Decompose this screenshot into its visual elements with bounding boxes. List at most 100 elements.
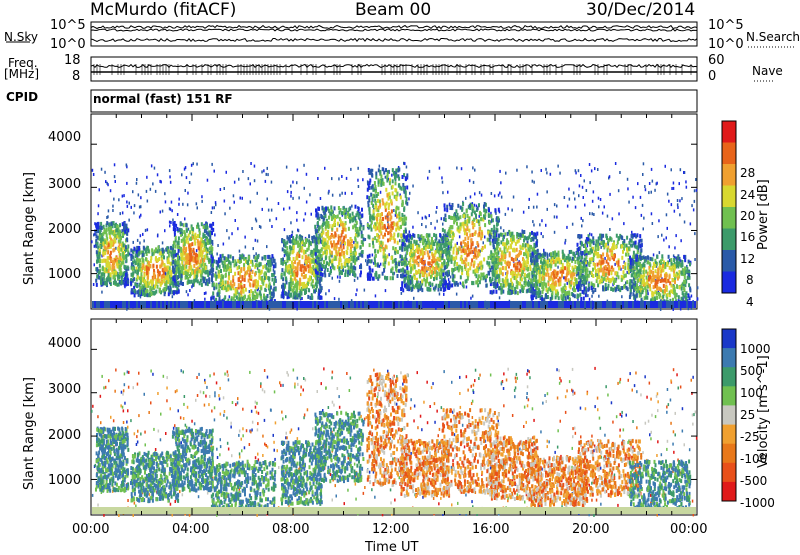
echo-pixel (354, 247, 356, 251)
echo-pixel (536, 206, 538, 209)
echo-pixel (445, 281, 447, 285)
echo-pixel (220, 188, 222, 191)
echo-pixel (95, 279, 97, 283)
echo-pixel (308, 256, 310, 260)
echo-pixel (412, 226, 414, 229)
echo-pixel (301, 273, 303, 277)
echo-pixel (205, 270, 207, 274)
echo-pixel (472, 295, 474, 298)
echo-pixel (285, 250, 287, 254)
echo-pixel (405, 254, 407, 258)
echo-pixel (267, 276, 269, 280)
echo-pixel (301, 237, 303, 241)
echo-pixel (452, 235, 454, 239)
echo-pixel (532, 180, 534, 183)
echo-pixel (311, 236, 313, 240)
echo-pixel (429, 288, 431, 292)
echo-pixel (224, 200, 226, 203)
echo-pixel (546, 171, 548, 174)
echo-pixel (476, 219, 478, 223)
echo-pixel (469, 179, 471, 182)
echo-pixel (681, 197, 683, 200)
echo-pixel (278, 202, 280, 205)
echo-pixel (385, 216, 387, 220)
echo-pixel (355, 238, 357, 242)
echo-pixel (375, 273, 377, 277)
echo-pixel (466, 243, 468, 247)
echo-pixel (460, 282, 462, 285)
echo-pixel (201, 222, 203, 226)
echo-pixel (240, 268, 242, 272)
echo-pixel (181, 261, 183, 265)
echo-pixel (397, 192, 399, 196)
echo-pixel (316, 233, 318, 237)
echo-pixel (210, 297, 212, 301)
echo-pixel (434, 286, 436, 290)
echo-pixel (537, 193, 539, 196)
echo-pixel (398, 262, 400, 266)
echo-pixel (300, 267, 302, 271)
echo-pixel (427, 177, 429, 180)
echo-pixel (382, 235, 384, 239)
echo-pixel (446, 265, 448, 269)
echo-pixel (415, 270, 417, 274)
echo-pixel (578, 194, 580, 197)
echo-pixel (227, 287, 229, 291)
echo-pixel (275, 263, 277, 267)
echo-pixel (426, 241, 428, 245)
echo-pixel (649, 182, 651, 185)
echo-pixel (162, 248, 164, 252)
echo-pixel (459, 246, 461, 250)
echo-pixel (326, 251, 328, 255)
echo-pixel (680, 168, 682, 171)
echo-pixel (200, 248, 202, 252)
echo-pixel (328, 262, 330, 266)
echo-pixel (663, 239, 665, 242)
echo-pixel (519, 289, 521, 293)
echo-pixel (200, 237, 202, 241)
echo-pixel (303, 164, 305, 167)
echo-pixel (201, 200, 203, 203)
echo-pixel (239, 297, 241, 301)
echo-pixel (271, 273, 273, 277)
echo-pixel (429, 170, 431, 173)
echo-pixel (444, 214, 446, 218)
echo-pixel (449, 281, 451, 285)
echo-pixel (350, 263, 352, 267)
echo-pixel (292, 231, 294, 234)
echo-pixel (161, 264, 163, 268)
echo-pixel (166, 276, 168, 280)
echo-pixel (281, 285, 283, 289)
echo-pixel (242, 170, 244, 173)
echo-pixel (182, 237, 184, 241)
echo-pixel (327, 268, 329, 272)
echo-pixel (205, 292, 207, 295)
echo-pixel (207, 232, 209, 236)
echo-pixel (697, 298, 699, 301)
echo-pixel (392, 179, 394, 183)
echo-pixel (645, 188, 647, 191)
echo-pixel (127, 245, 129, 249)
echo-pixel (133, 241, 135, 244)
echo-pixel (133, 211, 135, 214)
echo-pixel (319, 235, 321, 239)
echo-pixel (244, 278, 246, 282)
echo-pixel (290, 185, 292, 188)
echo-pixel (679, 182, 681, 185)
echo-pixel (463, 240, 465, 244)
echo-pixel (345, 259, 347, 263)
echo-pixel (349, 243, 351, 247)
echo-pixel (550, 173, 552, 176)
echo-pixel (643, 217, 645, 220)
echo-pixel (335, 233, 337, 237)
echo-pixel (373, 277, 375, 281)
echo-pixel (380, 174, 382, 178)
echo-pixel (249, 266, 251, 270)
echo-pixel (212, 291, 214, 295)
echo-pixel (379, 180, 381, 184)
echo-pixel (197, 223, 199, 227)
echo-pixel (488, 208, 490, 212)
echo-pixel (172, 295, 174, 298)
echo-pixel (186, 176, 188, 179)
echo-pixel (258, 269, 260, 273)
